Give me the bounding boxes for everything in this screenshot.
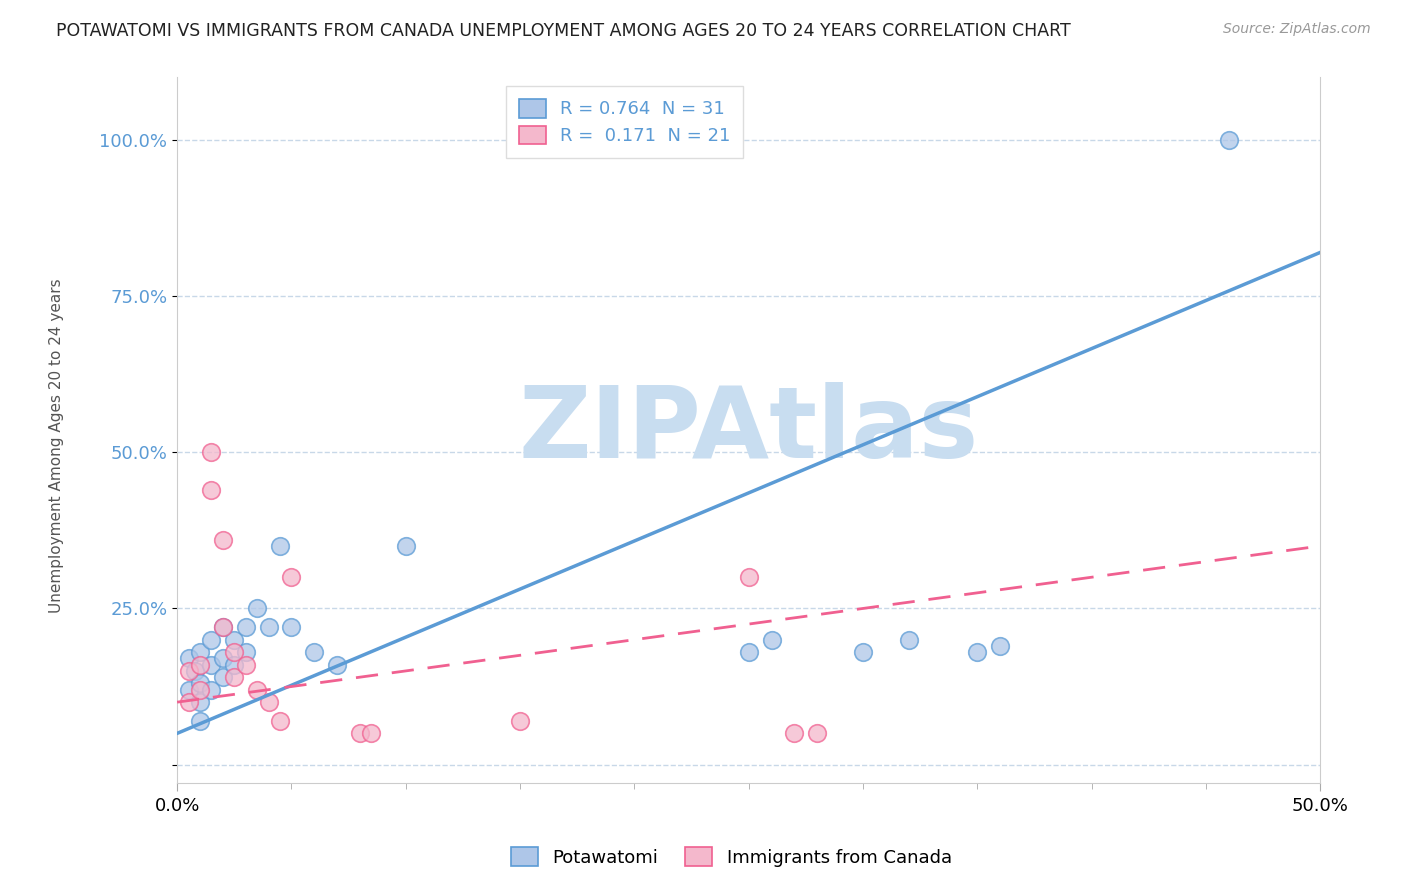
Point: [783, 726, 806, 740]
Point: [200, 445, 222, 459]
Point: [966, 645, 988, 659]
Text: Source: ZipAtlas.com: Source: ZipAtlas.com: [1223, 22, 1371, 37]
Point: [211, 533, 233, 547]
Point: [224, 670, 246, 684]
Point: [280, 620, 302, 634]
Point: [806, 726, 828, 740]
Point: [200, 483, 222, 497]
Point: [188, 657, 211, 672]
Point: [184, 664, 207, 678]
Text: POTAWATOMI VS IMMIGRANTS FROM CANADA UNEMPLOYMENT AMONG AGES 20 TO 24 YEARS CORR: POTAWATOMI VS IMMIGRANTS FROM CANADA UNE…: [56, 22, 1071, 40]
Point: [246, 601, 269, 615]
Point: [738, 645, 761, 659]
Point: [200, 657, 222, 672]
Point: [188, 645, 211, 659]
Point: [200, 632, 222, 647]
Point: [211, 620, 233, 634]
Point: [269, 714, 291, 728]
Point: [235, 657, 257, 672]
Point: [304, 645, 326, 659]
Point: [188, 682, 211, 697]
Point: [177, 664, 200, 678]
Point: [177, 695, 200, 709]
Point: [188, 676, 211, 690]
Point: [509, 714, 531, 728]
Point: [188, 695, 211, 709]
Point: [235, 620, 257, 634]
Text: Unemployment Among Ages 20 to 24 years: Unemployment Among Ages 20 to 24 years: [49, 278, 63, 614]
Point: [224, 645, 246, 659]
Point: [246, 682, 269, 697]
Point: [224, 657, 246, 672]
Point: [235, 645, 257, 659]
Point: [224, 632, 246, 647]
Point: [852, 645, 875, 659]
Point: [897, 632, 920, 647]
Point: [326, 657, 349, 672]
Point: [188, 714, 211, 728]
Legend: R = 0.764  N = 31, R =  0.171  N = 21: R = 0.764 N = 31, R = 0.171 N = 21: [506, 87, 744, 158]
Point: [269, 539, 291, 553]
Point: [738, 570, 761, 584]
Point: [211, 651, 233, 665]
Point: [395, 539, 418, 553]
Point: [177, 682, 200, 697]
Point: [257, 620, 280, 634]
Point: [211, 620, 233, 634]
Point: [177, 651, 200, 665]
Point: [349, 726, 371, 740]
Point: [211, 670, 233, 684]
Point: [360, 726, 382, 740]
Legend: Potawatomi, Immigrants from Canada: Potawatomi, Immigrants from Canada: [503, 840, 959, 874]
Point: [200, 682, 222, 697]
Text: ZIPAtlas: ZIPAtlas: [519, 382, 979, 479]
Point: [1218, 133, 1240, 147]
Point: [761, 632, 783, 647]
Point: [257, 695, 280, 709]
Point: [280, 570, 302, 584]
Point: [988, 639, 1011, 653]
